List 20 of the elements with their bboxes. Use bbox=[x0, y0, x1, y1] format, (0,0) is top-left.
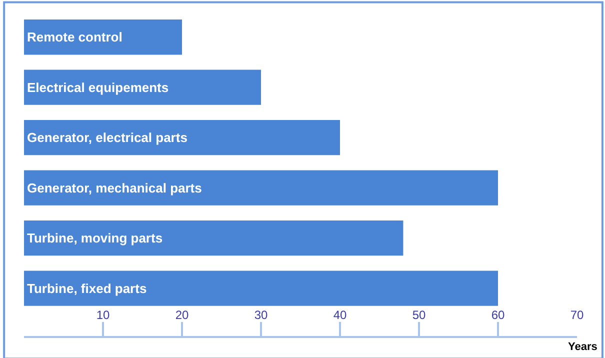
bar bbox=[24, 120, 340, 156]
x-tick-label: 60 bbox=[491, 308, 505, 322]
x-tick-label: 70 bbox=[570, 308, 584, 322]
bar bbox=[24, 220, 404, 256]
bar bbox=[24, 270, 498, 306]
x-tick-label: 30 bbox=[254, 308, 268, 322]
x-tick-label: 50 bbox=[412, 308, 426, 322]
y-tick-label: Generator, mechanical parts bbox=[27, 180, 202, 196]
x-tick-label: 20 bbox=[175, 308, 189, 322]
x-tick-label: 40 bbox=[333, 308, 347, 322]
x-tick-label: 10 bbox=[96, 308, 110, 322]
x-axis-title: Years bbox=[568, 341, 598, 353]
bar bbox=[24, 70, 261, 105]
y-tick-label: Turbine, fixed parts bbox=[27, 280, 147, 296]
bar bbox=[24, 20, 182, 55]
y-tick-label: Turbine, moving parts bbox=[27, 230, 163, 246]
y-tick-label: Remote control bbox=[27, 30, 122, 45]
y-tick-label: Electrical equipements bbox=[27, 80, 169, 95]
y-tick-label: Generator, electrical parts bbox=[27, 130, 188, 146]
bar bbox=[24, 170, 498, 206]
